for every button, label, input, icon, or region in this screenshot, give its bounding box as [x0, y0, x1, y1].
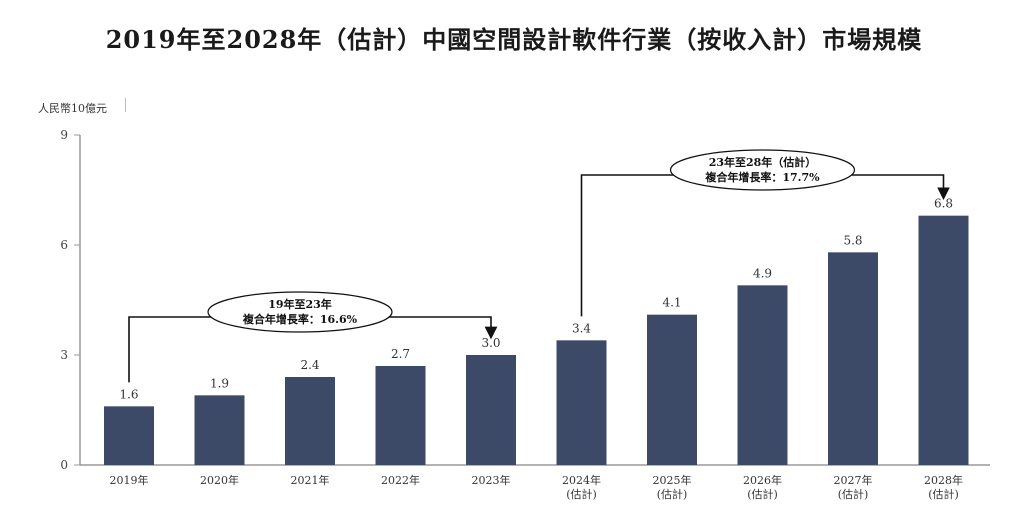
x-tick-label: 2026年 — [743, 473, 782, 487]
x-tick-label: 2028年 — [924, 473, 963, 487]
bar — [918, 215, 969, 465]
bar — [375, 366, 426, 465]
x-tick-sublabel: (估計) — [838, 487, 869, 501]
bar-value-label: 6.8 — [934, 197, 953, 211]
cagr-callout-rate: 複合年增長率：16.6% — [242, 312, 358, 326]
bar-value-label: 1.6 — [119, 387, 138, 401]
cagr-callout-bubble — [669, 149, 856, 191]
y-axis-unit-tick — [125, 98, 126, 112]
y-axis-unit-label: 人民幣10億元 — [38, 102, 107, 115]
bar — [647, 314, 697, 465]
bar — [737, 285, 788, 465]
bar — [285, 377, 335, 465]
y-tick-label: 3 — [60, 348, 68, 362]
cagr-callout-period: 23年至28年（估計） — [709, 155, 817, 169]
cagr-callout-period: 19年至23年 — [268, 297, 332, 311]
bar-value-label: 3.4 — [572, 321, 591, 335]
bar-value-label: 5.8 — [843, 233, 862, 247]
x-tick-label: 2019年 — [110, 473, 149, 487]
bar-value-label: 2.4 — [300, 358, 319, 372]
bar-value-label: 3.0 — [481, 336, 500, 350]
bar-value-label: 1.9 — [210, 376, 229, 390]
x-tick-sublabel: (估計) — [747, 487, 778, 501]
x-tick-sublabel: (估計) — [657, 487, 688, 501]
bar — [828, 252, 878, 465]
cagr-callout-bubble — [207, 291, 393, 333]
bar-value-label: 4.9 — [753, 266, 772, 280]
bar — [466, 355, 516, 465]
x-tick-sublabel: (估計) — [928, 487, 959, 501]
bar — [194, 395, 245, 465]
bar-value-label: 2.7 — [391, 347, 410, 361]
cagr-callout-rate: 複合年增長率：17.7% — [704, 170, 820, 184]
x-tick-label: 2020年 — [200, 473, 239, 487]
x-tick-label: 2022年 — [381, 473, 420, 487]
bar — [556, 340, 607, 465]
x-tick-label: 2027年 — [834, 473, 873, 487]
y-tick-label: 0 — [60, 458, 68, 472]
x-tick-label: 2024年 — [562, 473, 601, 487]
x-tick-label: 2021年 — [291, 473, 330, 487]
y-tick-label: 9 — [60, 128, 68, 142]
bar — [104, 406, 154, 465]
chart-title: 2019年至2028年（估計）中國空間設計軟件行業（按收入計）市場規模 — [105, 25, 923, 54]
y-tick-label: 6 — [60, 238, 68, 252]
x-tick-sublabel: (估計) — [566, 487, 597, 501]
x-tick-label: 2025年 — [653, 473, 692, 487]
bar-value-label: 4.1 — [662, 296, 681, 310]
x-tick-label: 2023年 — [472, 473, 511, 487]
